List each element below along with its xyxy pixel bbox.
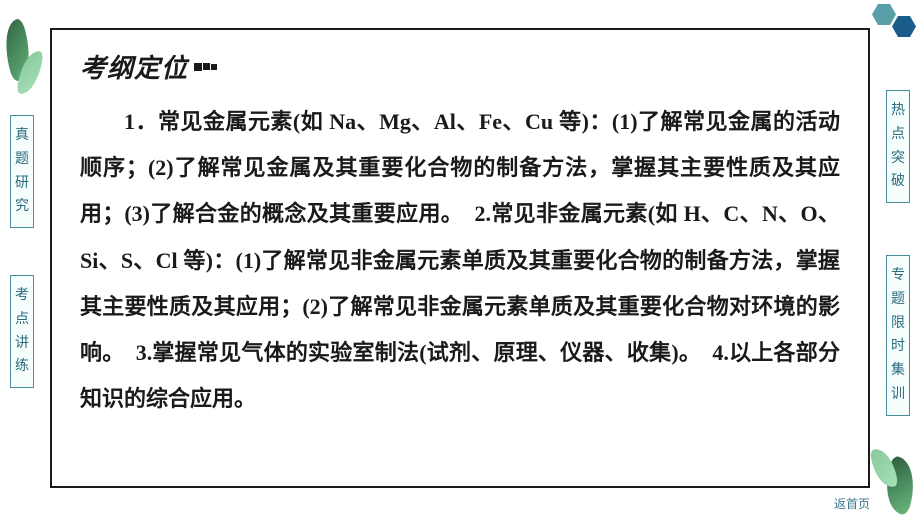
side-tab-redian[interactable]: 热点突破 — [886, 90, 910, 203]
side-tab-label: 考点讲练 — [11, 284, 33, 379]
hexagon-decoration — [868, 2, 918, 52]
title-decoration-boxes — [194, 63, 217, 71]
square-icon — [211, 64, 217, 70]
content-frame: 考纲定位 1．常见金属元素(如 Na、Mg、Al、Fe、Cu 等)：(1)了解常… — [50, 28, 870, 488]
section-title: 考纲定位 — [80, 48, 188, 85]
slide-container: 真题研究 考点讲练 热点突破 专题限时集训 考纲定位 1．常见金属元素(如 Na… — [0, 0, 920, 518]
side-tab-label: 专题限时集训 — [887, 264, 909, 407]
hexagon-icon — [872, 4, 896, 25]
hexagon-icon — [892, 16, 916, 37]
leaf-decoration-top-left — [0, 0, 60, 110]
side-tab-zhenti[interactable]: 真题研究 — [10, 115, 34, 228]
side-tab-label: 真题研究 — [11, 124, 33, 219]
square-icon — [194, 63, 202, 71]
side-tab-kaodian[interactable]: 考点讲练 — [10, 275, 34, 388]
section-title-bar: 考纲定位 — [80, 48, 840, 85]
square-icon — [203, 63, 210, 70]
side-tab-label: 热点突破 — [887, 99, 909, 194]
side-tab-zhuanti[interactable]: 专题限时集训 — [886, 255, 910, 416]
body-paragraph: 1．常见金属元素(如 Na、Mg、Al、Fe、Cu 等)：(1)了解常见金属的活… — [80, 99, 840, 422]
leaf-decoration-bottom-right — [850, 428, 920, 518]
